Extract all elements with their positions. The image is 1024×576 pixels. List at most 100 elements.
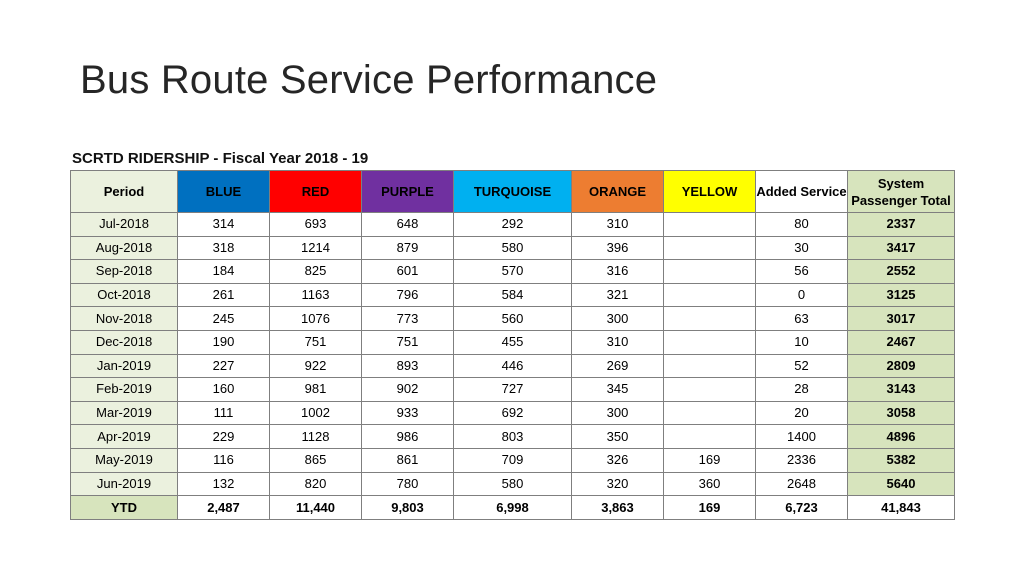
cell-red: 1128	[269, 424, 362, 449]
cell-period: Feb-2019	[70, 377, 178, 402]
cell-total: 4896	[847, 424, 955, 449]
cell-purple: 861	[361, 447, 454, 473]
table-row: Jul-2018 314 693 648 292 310 80 2337	[70, 212, 955, 237]
cell-added: 80	[755, 212, 848, 237]
cell-added: 10	[755, 329, 848, 355]
cell-period: Apr-2019	[70, 424, 178, 449]
cell-turquoise: 803	[453, 424, 572, 449]
cell-total: 5640	[847, 471, 955, 497]
cell-yellow	[663, 235, 756, 261]
cell-blue: 184	[177, 259, 270, 284]
cell-period: May-2019	[70, 447, 178, 473]
cell-purple: 751	[361, 329, 454, 355]
table-row: Jan-2019 227 922 893 446 269 52 2809	[70, 353, 955, 379]
header-system-total: System Passenger Total	[847, 170, 955, 213]
table-row: Nov-2018 245 1076 773 560 300 63 3017	[70, 306, 955, 331]
cell-purple: 902	[361, 377, 454, 402]
table-row: Dec-2018 190 751 751 455 310 10 2467	[70, 329, 955, 355]
header-yellow: YELLOW	[663, 170, 756, 213]
cell-purple: 879	[361, 235, 454, 261]
ytd-purple: 9,803	[361, 495, 454, 521]
cell-blue: 160	[177, 377, 270, 402]
cell-added: 2336	[755, 447, 848, 473]
cell-orange: 321	[571, 282, 664, 308]
cell-blue: 229	[177, 424, 270, 449]
cell-turquoise: 727	[453, 377, 572, 402]
cell-added: 2648	[755, 471, 848, 497]
cell-yellow	[663, 282, 756, 308]
cell-blue: 318	[177, 235, 270, 261]
cell-orange: 396	[571, 235, 664, 261]
cell-orange: 316	[571, 259, 664, 284]
table-row: Sep-2018 184 825 601 570 316 56 2552	[70, 259, 955, 284]
cell-yellow	[663, 212, 756, 237]
cell-yellow	[663, 400, 756, 426]
header-purple: PURPLE	[361, 170, 454, 213]
cell-orange: 326	[571, 447, 664, 473]
cell-yellow	[663, 424, 756, 449]
cell-red: 1214	[269, 235, 362, 261]
table-row: May-2019 116 865 861 709 326 169 2336 5382	[70, 447, 955, 473]
ridership-table: Period BLUE RED PURPLE TURQUOISE ORANGE …	[70, 170, 955, 521]
cell-added: 0	[755, 282, 848, 308]
cell-purple: 933	[361, 400, 454, 426]
cell-turquoise: 446	[453, 353, 572, 379]
table-body: Jul-2018 314 693 648 292 310 80 2337 Aug-2018 318…	[70, 212, 955, 521]
cell-turquoise: 709	[453, 447, 572, 473]
cell-turquoise: 560	[453, 306, 572, 331]
cell-total: 3017	[847, 306, 955, 331]
header-total-line2: Passenger Total	[851, 192, 951, 208]
cell-red: 820	[269, 471, 362, 497]
cell-turquoise: 455	[453, 329, 572, 355]
cell-period: Nov-2018	[70, 306, 178, 331]
cell-yellow	[663, 353, 756, 379]
cell-period: Jan-2019	[70, 353, 178, 379]
cell-added: 56	[755, 259, 848, 284]
cell-added: 63	[755, 306, 848, 331]
header-blue: BLUE	[177, 170, 270, 213]
cell-blue: 111	[177, 400, 270, 426]
table-row: Oct-2018 261 1163 796 584 321 0 3125	[70, 282, 955, 308]
cell-purple: 780	[361, 471, 454, 497]
cell-orange: 350	[571, 424, 664, 449]
cell-red: 1163	[269, 282, 362, 308]
ytd-row: YTD 2,487 11,440 9,803 6,998 3,863 169 6,723 41,…	[70, 495, 955, 521]
cell-turquoise: 584	[453, 282, 572, 308]
cell-blue: 227	[177, 353, 270, 379]
table-row: Jun-2019 132 820 780 580 320 360 2648 5640	[70, 471, 955, 497]
cell-red: 1076	[269, 306, 362, 331]
cell-red: 825	[269, 259, 362, 284]
cell-added: 30	[755, 235, 848, 261]
page-title: Bus Route Service Performance	[80, 58, 658, 102]
cell-red: 693	[269, 212, 362, 237]
cell-total: 3417	[847, 235, 955, 261]
ytd-blue: 2,487	[177, 495, 270, 521]
cell-orange: 310	[571, 212, 664, 237]
cell-purple: 893	[361, 353, 454, 379]
cell-blue: 245	[177, 306, 270, 331]
cell-yellow: 169	[663, 447, 756, 473]
cell-blue: 314	[177, 212, 270, 237]
cell-orange: 320	[571, 471, 664, 497]
cell-total: 2337	[847, 212, 955, 237]
cell-yellow: 360	[663, 471, 756, 497]
cell-blue: 261	[177, 282, 270, 308]
cell-red: 922	[269, 353, 362, 379]
header-turquoise: TURQUOISE	[453, 170, 572, 213]
cell-turquoise: 570	[453, 259, 572, 284]
header-row: Period BLUE RED PURPLE TURQUOISE ORANGE …	[70, 170, 955, 213]
cell-period: Jul-2018	[70, 212, 178, 237]
cell-total: 2552	[847, 259, 955, 284]
cell-purple: 648	[361, 212, 454, 237]
cell-yellow	[663, 259, 756, 284]
cell-orange: 300	[571, 400, 664, 426]
cell-red: 865	[269, 447, 362, 473]
cell-total: 3058	[847, 400, 955, 426]
cell-orange: 300	[571, 306, 664, 331]
cell-period: Jun-2019	[70, 471, 178, 497]
cell-turquoise: 692	[453, 400, 572, 426]
ytd-total: 41,843	[847, 495, 955, 521]
cell-total: 2467	[847, 329, 955, 355]
table-row: Aug-2018 318 1214 879 580 396 30 3417	[70, 235, 955, 261]
cell-added: 28	[755, 377, 848, 402]
